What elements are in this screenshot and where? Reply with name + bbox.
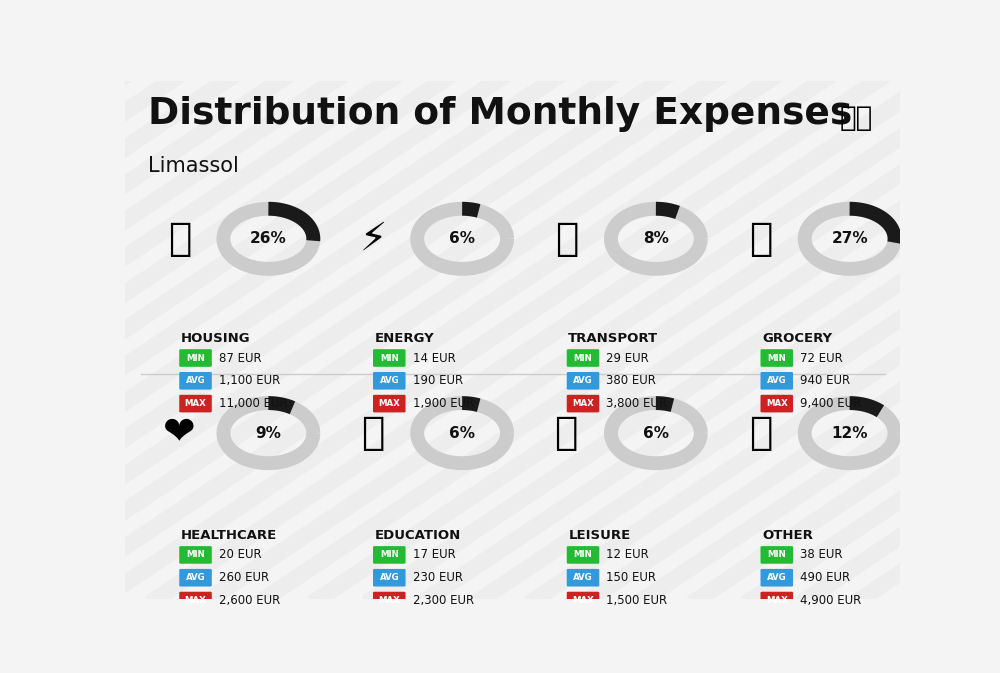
Text: AVG: AVG (379, 573, 399, 582)
Text: 380 EUR: 380 EUR (606, 374, 656, 387)
Text: MIN: MIN (767, 551, 786, 559)
FancyBboxPatch shape (567, 546, 599, 564)
Text: EDUCATION: EDUCATION (375, 529, 461, 542)
Text: 1,100 EUR: 1,100 EUR (219, 374, 280, 387)
Text: 🚌: 🚌 (555, 220, 578, 258)
Text: 12 EUR: 12 EUR (606, 548, 649, 561)
Text: 8%: 8% (643, 232, 669, 246)
Text: 26%: 26% (250, 232, 287, 246)
Text: AVG: AVG (379, 376, 399, 386)
Text: 230 EUR: 230 EUR (413, 571, 463, 584)
Text: 2,300 EUR: 2,300 EUR (413, 594, 474, 607)
FancyBboxPatch shape (179, 349, 212, 367)
FancyBboxPatch shape (761, 349, 793, 367)
FancyBboxPatch shape (179, 546, 212, 564)
Text: 150 EUR: 150 EUR (606, 571, 656, 584)
Text: 490 EUR: 490 EUR (800, 571, 850, 584)
Text: HEALTHCARE: HEALTHCARE (181, 529, 277, 542)
Text: AVG: AVG (573, 573, 593, 582)
Text: 38 EUR: 38 EUR (800, 548, 843, 561)
Text: 1,500 EUR: 1,500 EUR (606, 594, 667, 607)
Text: AVG: AVG (186, 376, 205, 386)
Text: AVG: AVG (186, 573, 205, 582)
Text: MAX: MAX (572, 399, 594, 408)
Text: MIN: MIN (186, 353, 205, 363)
Text: 🇨🇾: 🇨🇾 (840, 104, 873, 132)
FancyBboxPatch shape (761, 395, 793, 413)
Text: 9%: 9% (255, 425, 281, 441)
Text: 11,000 EUR: 11,000 EUR (219, 397, 287, 410)
Text: 14 EUR: 14 EUR (413, 351, 455, 365)
Text: MAX: MAX (185, 399, 206, 408)
Text: LEISURE: LEISURE (568, 529, 631, 542)
Text: 20 EUR: 20 EUR (219, 548, 261, 561)
Text: MIN: MIN (574, 353, 592, 363)
Text: 6%: 6% (449, 425, 475, 441)
FancyBboxPatch shape (761, 569, 793, 587)
Text: MAX: MAX (572, 596, 594, 605)
Text: 29 EUR: 29 EUR (606, 351, 649, 365)
Text: 💰: 💰 (749, 414, 772, 452)
FancyBboxPatch shape (567, 569, 599, 587)
Text: 87 EUR: 87 EUR (219, 351, 261, 365)
Text: 72 EUR: 72 EUR (800, 351, 843, 365)
Text: 260 EUR: 260 EUR (219, 571, 269, 584)
FancyBboxPatch shape (567, 395, 599, 413)
Text: 190 EUR: 190 EUR (413, 374, 463, 387)
Text: HOUSING: HOUSING (181, 332, 250, 345)
Text: 17 EUR: 17 EUR (413, 548, 455, 561)
Text: AVG: AVG (767, 376, 787, 386)
Text: TRANSPORT: TRANSPORT (568, 332, 658, 345)
Text: 1,900 EUR: 1,900 EUR (413, 397, 474, 410)
Text: 4,900 EUR: 4,900 EUR (800, 594, 861, 607)
Text: MAX: MAX (378, 399, 400, 408)
FancyBboxPatch shape (373, 592, 406, 609)
FancyBboxPatch shape (179, 592, 212, 609)
FancyBboxPatch shape (179, 395, 212, 413)
Text: MAX: MAX (378, 596, 400, 605)
Text: MAX: MAX (766, 596, 788, 605)
Text: 3,800 EUR: 3,800 EUR (606, 397, 667, 410)
Text: 2,600 EUR: 2,600 EUR (219, 594, 280, 607)
FancyBboxPatch shape (567, 349, 599, 367)
FancyBboxPatch shape (179, 569, 212, 587)
Text: Limassol: Limassol (148, 156, 239, 176)
FancyBboxPatch shape (567, 592, 599, 609)
FancyBboxPatch shape (761, 546, 793, 564)
Text: 🛍️: 🛍️ (555, 414, 578, 452)
Text: 940 EUR: 940 EUR (800, 374, 850, 387)
Text: GROCERY: GROCERY (762, 332, 832, 345)
Text: 6%: 6% (643, 425, 669, 441)
FancyBboxPatch shape (373, 546, 406, 564)
FancyBboxPatch shape (567, 372, 599, 390)
Text: MIN: MIN (574, 551, 592, 559)
Text: ⚡: ⚡ (359, 220, 387, 258)
Text: ❤️: ❤️ (163, 414, 196, 452)
Text: OTHER: OTHER (762, 529, 813, 542)
Text: ENERGY: ENERGY (375, 332, 434, 345)
Text: 12%: 12% (831, 425, 868, 441)
FancyBboxPatch shape (373, 372, 406, 390)
Text: Distribution of Monthly Expenses: Distribution of Monthly Expenses (148, 96, 852, 133)
Text: MIN: MIN (380, 353, 399, 363)
Text: AVG: AVG (767, 573, 787, 582)
Text: 27%: 27% (831, 232, 868, 246)
FancyBboxPatch shape (373, 349, 406, 367)
FancyBboxPatch shape (179, 372, 212, 390)
Text: 🏢: 🏢 (168, 220, 191, 258)
FancyBboxPatch shape (373, 569, 406, 587)
FancyBboxPatch shape (373, 395, 406, 413)
Text: 6%: 6% (449, 232, 475, 246)
Text: 9,400 EUR: 9,400 EUR (800, 397, 861, 410)
Text: MIN: MIN (186, 551, 205, 559)
FancyBboxPatch shape (761, 592, 793, 609)
Text: 🎓: 🎓 (361, 414, 385, 452)
Text: MIN: MIN (767, 353, 786, 363)
Text: AVG: AVG (573, 376, 593, 386)
FancyBboxPatch shape (761, 372, 793, 390)
Text: MIN: MIN (380, 551, 399, 559)
Text: MAX: MAX (185, 596, 206, 605)
Text: 🛒: 🛒 (749, 220, 772, 258)
Text: MAX: MAX (766, 399, 788, 408)
